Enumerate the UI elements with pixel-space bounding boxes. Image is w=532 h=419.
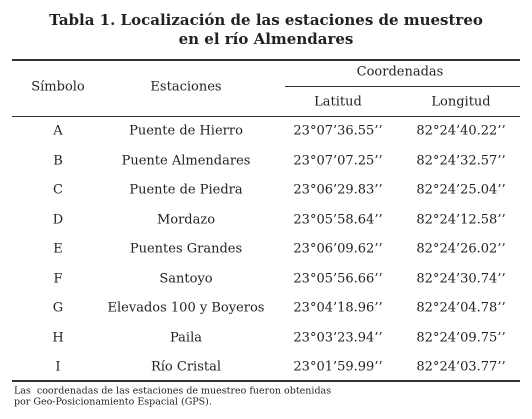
longitude-cell: 82°24’25.04’’ bbox=[416, 182, 506, 198]
latitude-cell: 23°04’18.96’’ bbox=[293, 300, 383, 316]
latitude-cell: 23°06’29.83’’ bbox=[293, 182, 383, 198]
symbol-cell: F bbox=[53, 271, 63, 286]
longitude-cell: 82°24’30.74’’ bbox=[416, 271, 506, 286]
footnote-line: Las coordenadas de las estaciones de mue… bbox=[14, 385, 332, 397]
latitude-cell: 23°06’09.62’’ bbox=[293, 241, 383, 257]
title-line: Tabla 1. Localización de las estaciones … bbox=[49, 11, 483, 29]
symbol-cell: I bbox=[55, 359, 61, 375]
longitude-cell: 82°24’09.75’’ bbox=[416, 330, 506, 345]
header-bottom-rule bbox=[12, 116, 520, 117]
station-cell: Puente de Hierro bbox=[129, 123, 243, 139]
longitude-cell: 82°24’12.58’’ bbox=[416, 212, 506, 227]
symbol-cell: C bbox=[53, 182, 63, 198]
symbol-cell: G bbox=[52, 300, 64, 316]
latitude-cell: 23°03’23.94’’ bbox=[293, 330, 383, 345]
header-station: Estaciones bbox=[150, 79, 222, 95]
longitude-cell: 82°24’03.77’’ bbox=[416, 359, 506, 375]
longitude-cell: 82°24’26.02’’ bbox=[416, 241, 506, 257]
header-rule bbox=[285, 86, 520, 87]
latitude-cell: 23°01’59.99’’ bbox=[293, 359, 383, 375]
station-cell: Puentes Grandes bbox=[129, 241, 243, 257]
station-cell: Mordazo bbox=[156, 212, 216, 227]
symbol-cell: A bbox=[53, 123, 63, 139]
symbol-cell: D bbox=[52, 212, 64, 227]
latitude-cell: 23°05’58.64’’ bbox=[293, 212, 383, 227]
symbol-cell: E bbox=[53, 241, 63, 257]
longitude-cell: 82°24’04.78’’ bbox=[416, 300, 506, 316]
footnote-line: por Geo-Posicionamiento Espacial (GPS). bbox=[14, 396, 212, 408]
header-longitude: Longitud bbox=[431, 94, 491, 110]
station-cell: Santoyo bbox=[159, 271, 213, 286]
header-latitude: Latitud bbox=[314, 94, 362, 110]
header-symbol: Símbolo bbox=[31, 79, 85, 95]
symbol-cell: B bbox=[53, 153, 63, 168]
latitude-cell: 23°05’56.66’’ bbox=[293, 271, 383, 286]
symbol-cell: H bbox=[52, 330, 64, 345]
longitude-cell: 82°24’40.22’’ bbox=[416, 123, 506, 139]
station-cell: Puente de Piedra bbox=[129, 182, 243, 198]
title-line: en el río Almendares bbox=[178, 30, 354, 48]
latitude-cell: 23°07’07.25’’ bbox=[293, 153, 383, 168]
bottom-rule bbox=[12, 380, 520, 382]
header-coordinates: Coordenadas bbox=[356, 64, 444, 80]
station-cell: Río Cristal bbox=[150, 359, 222, 375]
latitude-cell: 23°07’36.55’’ bbox=[293, 123, 383, 139]
station-cell: Elevados 100 y Boyeros bbox=[107, 300, 265, 316]
longitude-cell: 82°24’32.57’’ bbox=[416, 153, 506, 168]
station-cell: Puente Almendares bbox=[121, 153, 251, 168]
station-cell: Paila bbox=[170, 330, 202, 345]
top-rule bbox=[12, 59, 520, 61]
